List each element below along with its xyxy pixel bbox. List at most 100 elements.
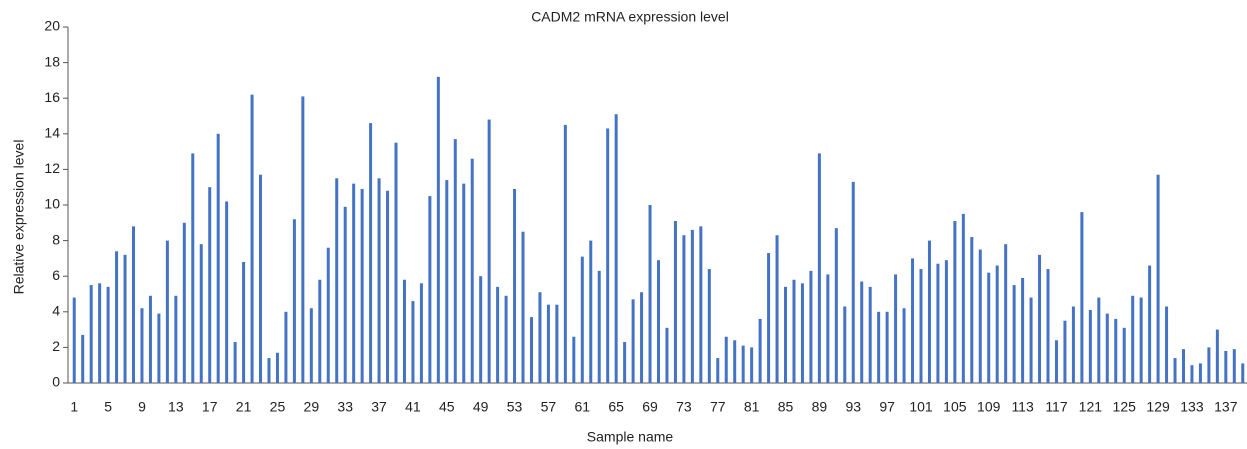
bar [174,295,178,383]
bar [538,292,542,383]
x-tick-label: 5 [104,399,112,415]
y-tick-label: 18 [44,53,60,69]
bar [1165,306,1169,383]
bar [1080,212,1084,383]
bar [462,183,466,383]
bar [242,261,246,383]
bar [1131,295,1135,383]
x-tick-label: 109 [977,399,1001,415]
chart-title: CADM2 mRNA expression level [531,9,729,25]
bar [529,317,533,383]
y-tick-label: 4 [52,303,60,319]
bar [1097,297,1101,383]
bar [233,342,237,383]
bar [555,304,559,383]
bar [343,206,347,383]
x-tick-label: 33 [337,399,353,415]
bar [377,178,381,383]
bar [81,334,85,383]
bar [944,260,948,383]
bar [326,247,330,383]
bar [309,308,313,383]
bar [631,299,635,383]
y-tick-label: 8 [52,231,60,247]
x-tick-label: 25 [270,399,286,415]
bar [1173,358,1177,383]
bar [1139,297,1143,383]
bar [191,153,195,383]
bar [784,286,788,383]
bar [665,327,669,383]
bar [1181,349,1185,383]
bar [199,244,203,383]
x-tick-label: 61 [575,399,591,415]
bar [860,281,864,383]
bar [504,295,508,383]
bar [1054,340,1058,383]
x-tick-label: 77 [710,399,726,415]
bar [580,256,584,383]
x-tick-label: 81 [744,399,760,415]
bar [428,196,432,383]
x-tick-label: 17 [202,399,218,415]
bar [970,237,974,383]
bar [614,114,618,383]
bar [182,222,186,383]
bar [1021,277,1025,383]
bar [496,286,500,383]
bar [1148,265,1152,383]
bar [877,311,881,383]
x-tick-label: 129 [1146,399,1170,415]
x-tick-label: 125 [1113,399,1137,415]
bar [275,352,279,383]
bar [800,283,804,383]
bar [767,253,771,383]
bar [868,286,872,383]
bar [750,347,754,383]
y-tick-label: 2 [52,338,60,354]
bar [1114,318,1118,383]
bar [902,308,906,383]
bar [894,274,898,383]
bar [148,295,152,383]
x-tick-label: 121 [1079,399,1103,415]
bar [402,279,406,383]
bar [1207,347,1211,383]
bar [657,260,660,383]
x-tick-label: 93 [845,399,861,415]
bar [716,358,720,383]
bar [1224,350,1228,383]
x-tick-label: 53 [507,399,523,415]
bar [673,221,677,383]
y-tick-label: 16 [44,89,60,105]
bar [1198,363,1202,383]
bar [606,128,610,383]
x-tick-label: 9 [138,399,146,415]
bar [453,139,457,383]
bar [826,274,830,383]
y-axis-label: Relative expression level [11,140,27,295]
y-tick-label: 10 [44,196,60,212]
bar [157,313,161,383]
bar [1029,297,1033,383]
bar [259,174,263,383]
x-tick-label: 85 [778,399,794,415]
bar [1122,327,1126,383]
x-tick-label: 45 [439,399,455,415]
bar [851,181,855,383]
bar [741,345,745,383]
bar [470,158,474,383]
y-tick-label: 14 [44,125,60,141]
bar [1232,349,1236,383]
bar [919,269,923,383]
bar [1063,320,1067,383]
bar [792,279,796,383]
bar [911,258,915,383]
x-tick-label: 137 [1214,399,1238,415]
bar [648,205,652,383]
bar [1190,365,1194,383]
bar [250,94,254,383]
bar [521,231,525,383]
bar [335,178,339,383]
bar [724,336,728,383]
